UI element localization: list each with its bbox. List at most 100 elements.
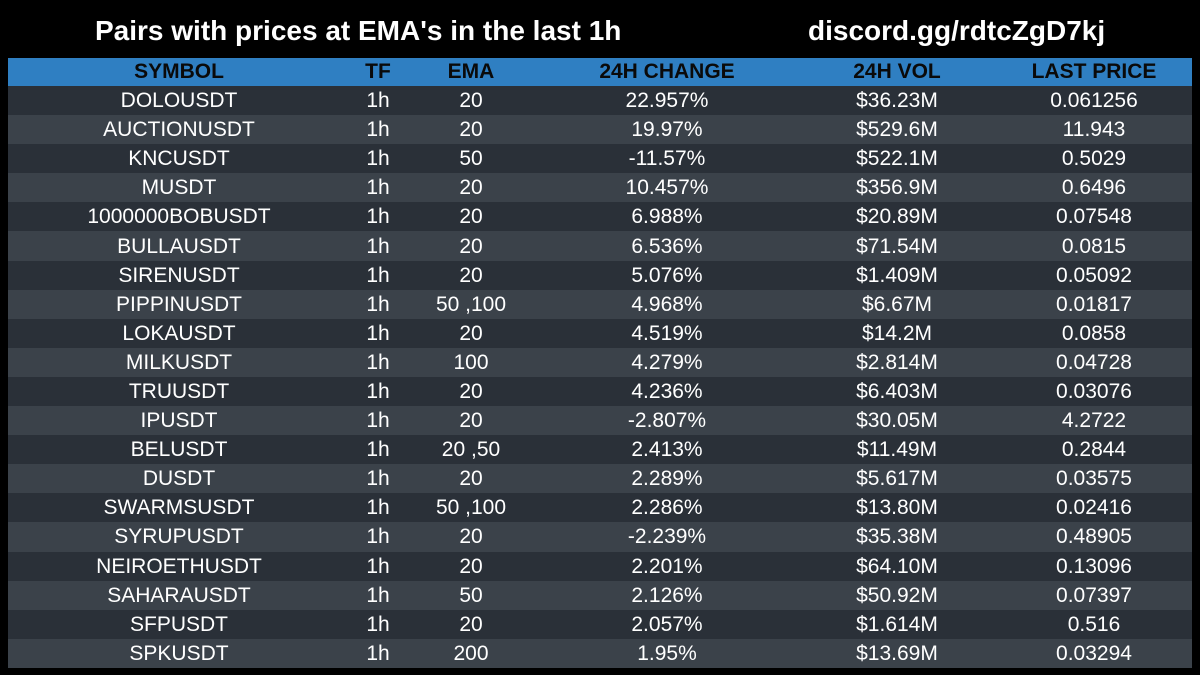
ema-cell: 20 — [459, 379, 483, 403]
table-row[interactable]: PIPPINUSDT 1h 50 ,100 4.968% $6.67M 0.01817 — [8, 289, 1192, 319]
tf-cell: 1h — [366, 118, 390, 142]
symbol-cell: BULLAUSDT — [117, 234, 241, 258]
tf-cell: 1h — [366, 379, 390, 403]
tf-cell: 1h — [366, 641, 390, 665]
ema-cell: 50 ,100 — [435, 496, 507, 520]
symbol-cell: SAHARAUSDT — [107, 583, 251, 607]
column-header-24h-vol[interactable]: 24H VOL — [853, 60, 941, 83]
tf-cell: 1h — [366, 147, 390, 171]
tf-cell: 1h — [366, 612, 390, 636]
tf-cell: 1h — [366, 409, 390, 433]
symbol-cell: IPUSDT — [140, 409, 218, 433]
price-cell: 0.48905 — [1056, 525, 1132, 549]
price-cell: 0.0815 — [1061, 234, 1127, 258]
table-row[interactable]: MUSDT 1h 20 10.457% $356.9M 0.6496 — [8, 173, 1192, 203]
tf-cell: 1h — [366, 234, 390, 258]
table-row[interactable]: SFPUSDT 1h 20 2.057% $1.614M 0.516 — [8, 609, 1192, 639]
volume-cell: $356.9M — [856, 176, 938, 200]
symbol-cell: TRUUSDT — [128, 379, 230, 403]
change-cell: 4.968% — [631, 292, 703, 316]
change-cell: 2.201% — [631, 554, 703, 578]
table-row[interactable]: AUCTIONUSDT 1h 20 19.97% $529.6M 11.943 — [8, 115, 1192, 145]
volume-cell: $13.80M — [856, 496, 938, 520]
volume-cell: $14.2M — [861, 321, 933, 345]
discord-link[interactable]: discord.gg/rdtcZgD7kj — [808, 15, 1106, 46]
column-header-24h-change[interactable]: 24H CHANGE — [599, 60, 735, 83]
change-cell: 2.126% — [631, 583, 703, 607]
table-row[interactable]: BELUSDT 1h 20 ,50 2.413% $11.49M 0.2844 — [8, 435, 1192, 465]
ema-cell: 20 — [459, 205, 483, 229]
ema-cell: 20 — [459, 467, 483, 491]
volume-cell: $529.6M — [856, 118, 938, 142]
column-header-ema[interactable]: EMA — [447, 60, 495, 83]
symbol-cell: PIPPINUSDT — [115, 292, 243, 316]
table-row[interactable]: KNCUSDT 1h 50 -11.57% $522.1M 0.5029 — [8, 144, 1192, 174]
symbol-cell: MILKUSDT — [125, 350, 233, 374]
change-cell: -11.57% — [628, 147, 706, 171]
ema-cell: 20 ,50 — [441, 438, 501, 462]
symbol-cell: SFPUSDT — [129, 612, 228, 636]
change-cell: 2.289% — [631, 467, 703, 491]
symbol-cell: SWARMSUSDT — [103, 496, 255, 520]
table-row[interactable]: 1000000BOBUSDT 1h 20 6.988% $20.89M 0.07548 — [8, 202, 1192, 232]
change-cell: 2.413% — [631, 438, 703, 462]
volume-cell: $6.67M — [861, 292, 933, 316]
page-header: Pairs with prices at EMA's in the last 1… — [0, 0, 1200, 58]
ema-cell: 20 — [459, 176, 483, 200]
price-cell: 0.05092 — [1056, 263, 1132, 287]
column-header-last-price[interactable]: LAST PRICE — [1031, 60, 1157, 83]
table-row[interactable]: SWARMSUSDT 1h 50 ,100 2.286% $13.80M 0.02416 — [8, 493, 1192, 523]
symbol-cell: DUSDT — [142, 467, 216, 491]
table-row[interactable]: TRUUSDT 1h 20 4.236% $6.403M 0.03076 — [8, 376, 1192, 407]
volume-cell: $71.54M — [856, 234, 938, 258]
symbol-cell: KNCUSDT — [128, 147, 230, 171]
tf-cell: 1h — [366, 292, 390, 316]
volume-cell: $50.92M — [856, 583, 938, 607]
ema-cell: 20 — [459, 409, 483, 433]
column-header-symbol[interactable]: SYMBOL — [134, 60, 224, 83]
price-cell: 0.6496 — [1061, 176, 1127, 200]
table-header-row: SYMBOL TF EMA 24H CHANGE 24H VOL LAST PR… — [8, 58, 1192, 86]
table-row[interactable]: MILKUSDT 1h 100 4.279% $2.814M 0.04728 — [8, 347, 1192, 377]
change-cell: 4.519% — [631, 321, 703, 345]
symbol-cell: NEIROETHUSDT — [96, 554, 262, 578]
symbol-cell: BELUSDT — [130, 438, 228, 462]
volume-cell: $64.10M — [856, 554, 938, 578]
symbol-cell: SIRENUSDT — [118, 263, 240, 287]
price-cell: 0.13096 — [1056, 554, 1132, 578]
table-row[interactable]: DUSDT 1h 20 2.289% $5.617M 0.03575 — [8, 464, 1192, 494]
volume-cell: $522.1M — [856, 147, 938, 171]
table-row[interactable]: SIRENUSDT 1h 20 5.076% $1.409M 0.05092 — [8, 260, 1192, 290]
change-cell: -2.239% — [627, 525, 707, 549]
ema-cell: 200 — [453, 641, 489, 665]
price-cell: 4.2722 — [1061, 409, 1127, 433]
table-row[interactable]: LOKAUSDT 1h 20 4.519% $14.2M 0.0858 — [8, 318, 1192, 348]
column-header-tf[interactable]: TF — [365, 60, 391, 83]
table-row[interactable]: NEIROETHUSDT 1h 20 2.201% $64.10M 0.13096 — [8, 551, 1192, 581]
tf-cell: 1h — [366, 438, 390, 462]
price-cell: 0.03076 — [1056, 379, 1132, 403]
ema-cell: 50 — [459, 583, 483, 607]
table-row[interactable]: SYRUPUSDT 1h 20 -2.239% $35.38M 0.48905 — [8, 522, 1192, 552]
tf-cell: 1h — [366, 176, 390, 200]
price-cell: 0.01817 — [1056, 292, 1132, 316]
table-row[interactable]: BULLAUSDT 1h 20 6.536% $71.54M 0.0815 — [8, 231, 1192, 261]
price-cell: 0.061256 — [1050, 89, 1138, 113]
table-row[interactable]: SPKUSDT 1h 200 1.95% $13.69M 0.03294 — [8, 638, 1192, 668]
volume-cell: $1.614M — [856, 612, 938, 636]
ema-cell: 20 — [459, 525, 483, 549]
ema-cell: 50 ,100 — [435, 292, 507, 316]
tf-cell: 1h — [366, 554, 390, 578]
price-cell: 0.03575 — [1056, 467, 1132, 491]
change-cell: 10.457% — [625, 176, 709, 200]
volume-cell: $6.403M — [856, 379, 938, 403]
table-row[interactable]: IPUSDT 1h 20 -2.807% $30.05M 4.2722 — [8, 406, 1192, 436]
table-row[interactable]: SAHARAUSDT 1h 50 2.126% $50.92M 0.07397 — [8, 580, 1192, 610]
table-row[interactable]: DOLOUSDT 1h 20 22.957% $36.23M 0.061256 — [8, 86, 1192, 116]
ema-cell: 100 — [453, 350, 489, 374]
change-cell: -2.807% — [627, 409, 707, 433]
change-cell: 4.236% — [631, 379, 703, 403]
symbol-cell: DOLOUSDT — [120, 89, 238, 113]
change-cell: 6.536% — [631, 234, 703, 258]
ema-cell: 20 — [459, 554, 483, 578]
